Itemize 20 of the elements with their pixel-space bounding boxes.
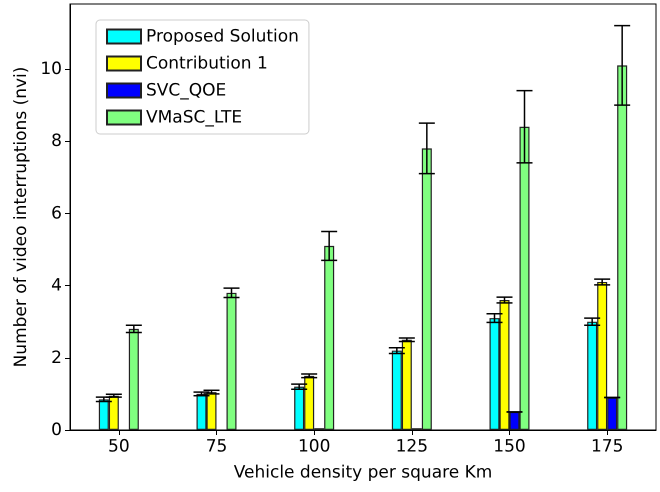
y-tick-label: 8 (51, 131, 62, 152)
y-tick-label: 10 (40, 58, 62, 79)
y-tick-label: 6 (51, 203, 62, 224)
legend-label: Contribution 1 (146, 54, 268, 74)
y-tick-label: 0 (51, 420, 62, 440)
bar (128, 328, 139, 430)
y-tick-label: 4 (51, 276, 62, 296)
bar (226, 292, 236, 430)
legend-label: Proposed Solution (146, 26, 299, 46)
x-tick-label: 100 (298, 436, 330, 456)
x-tick-label: 125 (396, 436, 428, 456)
legend-label: VMaSC_LTE (146, 108, 242, 128)
y-tick-label: 2 (51, 348, 62, 368)
legend-label: SVC_QOE (146, 80, 226, 100)
x-tick-label: 50 (108, 436, 130, 456)
x-tick-label: 75 (206, 436, 228, 456)
y-axis-title: Number of video interruptions (nvi) (10, 66, 31, 368)
x-axis-title: Vehicle density per square Km (234, 462, 492, 482)
x-tick-label: 150 (493, 436, 526, 456)
x-tick-label: 175 (590, 436, 624, 456)
